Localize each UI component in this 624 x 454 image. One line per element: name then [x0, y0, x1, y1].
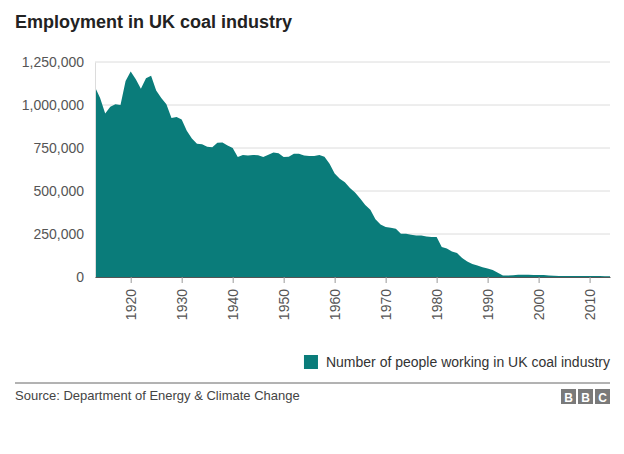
x-tick-mark [386, 277, 387, 283]
y-tick-label: 500,000 [33, 183, 84, 199]
y-tick-label: 1,250,000 [22, 54, 84, 70]
x-tick-label: 1980 [429, 289, 445, 320]
logo-letter: B [581, 391, 590, 405]
x-tick-mark [335, 277, 336, 283]
x-tick: 1920 [123, 277, 139, 320]
area [95, 71, 610, 277]
x-tick: 1950 [276, 277, 292, 320]
logo-box [578, 389, 593, 404]
x-tick-mark [437, 277, 438, 283]
y-axis-line [95, 63, 96, 278]
chart: Employment in UK coal industry 0 250,000 50… [0, 0, 624, 454]
y-tick-label: 0 [76, 269, 84, 285]
x-tick-label: 2010 [582, 289, 598, 320]
x-tick: 2000 [531, 277, 547, 320]
x-axis: 1920 1930 1940 1950 1960 1970 1980 1990 2000 2010 [96, 277, 611, 320]
logo-letter: B [564, 391, 573, 405]
y-tick: 500,000 [33, 183, 95, 199]
x-tick: 1940 [225, 277, 241, 320]
y-tick: 750,000 [33, 140, 95, 156]
x-tick-label: 1940 [225, 289, 241, 320]
grid [95, 62, 610, 277]
y-tick: 250,000 [33, 226, 95, 242]
x-tick: 1960 [327, 277, 343, 320]
x-tick: 1980 [429, 277, 445, 320]
x-tick-mark [488, 277, 489, 283]
logo-letter: C [598, 391, 607, 405]
x-tick: 1970 [378, 277, 394, 320]
x-tick-label: 1920 [123, 289, 139, 320]
footer-rule [15, 383, 610, 384]
x-tick-mark [233, 277, 234, 283]
x-tick-mark [182, 277, 183, 283]
source: Source: Department of Energy & Climate C… [15, 388, 300, 403]
y-tick: 1,250,000 [22, 54, 95, 70]
x-tick-label: 1970 [378, 289, 394, 320]
y-tick-label: 1,000,000 [22, 97, 84, 113]
y-tick: 1,000,000 [22, 97, 95, 113]
grid-line [95, 105, 610, 106]
x-tick: 1930 [174, 277, 190, 320]
x-tick-label: 1990 [480, 289, 496, 320]
y-tick-label: 750,000 [33, 140, 84, 156]
title: Employment in UK coal industry [15, 12, 292, 32]
x-tick-mark [539, 277, 540, 283]
x-tick-mark [131, 277, 132, 283]
logo-box [595, 389, 610, 404]
x-tick: 1990 [480, 277, 496, 320]
x-tick-label: 1950 [276, 289, 292, 320]
plot-area [95, 71, 610, 277]
legend-label: Number of people working in UK coal indu… [326, 354, 610, 370]
x-axis-line [96, 277, 611, 278]
y-tick-label: 250,000 [33, 226, 84, 242]
y-axis: 0 250,000 500,000 750,000 1,000,000 1,250,000 [22, 54, 96, 285]
x-tick: 2010 [582, 277, 598, 320]
legend-swatch [304, 355, 318, 369]
logo-box [561, 389, 576, 404]
x-tick-label: 1930 [174, 289, 190, 320]
x-tick-mark [590, 277, 591, 283]
y-tick: 0 [76, 269, 95, 285]
x-tick-label: 2000 [531, 289, 547, 320]
grid-line [95, 62, 610, 63]
x-tick-label: 1960 [327, 289, 343, 320]
legend: Number of people working in UK coal indu… [304, 354, 610, 370]
logo: BBC [561, 389, 610, 405]
x-tick-mark [284, 277, 285, 283]
